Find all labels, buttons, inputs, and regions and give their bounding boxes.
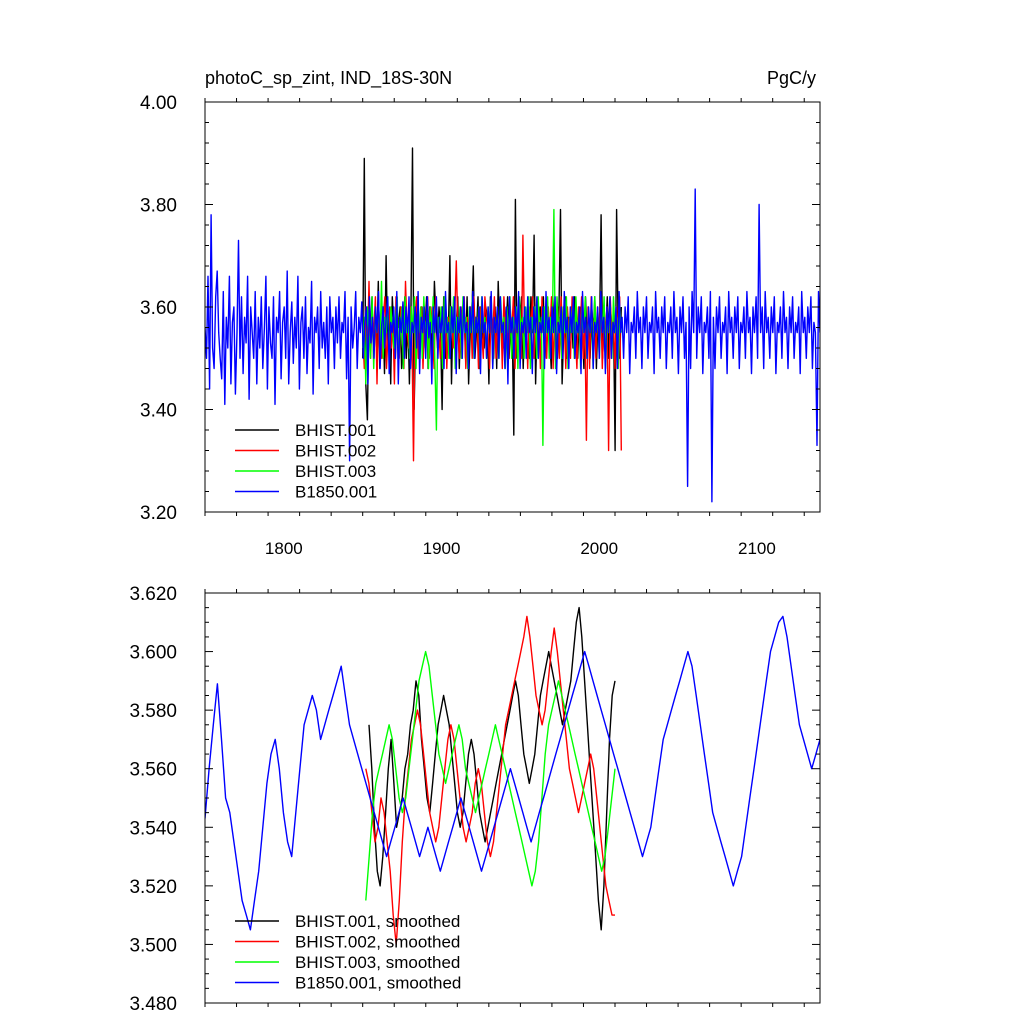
legend-label: BHIST.001 [295, 421, 376, 440]
x-tick-label: 2000 [580, 539, 618, 558]
y-tick-label: 3.80 [140, 196, 177, 217]
legend-label: B1850.001, smoothed [295, 974, 461, 993]
y-tick-label: 3.560 [129, 760, 177, 781]
y-tick-label: 3.540 [129, 818, 177, 839]
legend-label: B1850.001 [295, 483, 377, 502]
chart-title-left: photoC_sp_zint, IND_18S-30N [205, 68, 452, 89]
y-tick-label: 3.620 [129, 584, 177, 605]
series-group [205, 147, 820, 503]
y-tick-label: 3.500 [129, 935, 177, 956]
y-tick-label: 3.480 [129, 994, 177, 1015]
legend-label: BHIST.001, smoothed [295, 912, 460, 931]
x-tick-label: 1800 [265, 539, 303, 558]
y-tick-label: 3.20 [140, 503, 177, 524]
chart-panel-1: 1800 1900 2000 2100 3.20 3.40 3.60 3.80 4.00 phot… [140, 68, 821, 558]
series-line-4 [205, 615, 820, 931]
series-line-3 [365, 650, 616, 901]
y-tick-label: 3.580 [129, 701, 177, 722]
y-tick-label: 4.00 [140, 93, 177, 114]
legend: BHIST.001, smoothed BHIST.002, smoothedBH… [235, 912, 461, 993]
chart-panel-2: 3.480 3.500 3.520 3.540 3.560 3.580 3.600 3.620… [129, 584, 821, 1015]
y-tick-label: 3.520 [129, 877, 177, 898]
y-tick-label: 3.60 [140, 298, 177, 319]
legend-label: BHIST.003, smoothed [295, 953, 460, 972]
x-tick-label: 2100 [738, 539, 776, 558]
y-tick-label: 3.600 [129, 643, 177, 664]
y-tick-label: 3.40 [140, 401, 177, 422]
legend-label: BHIST.002 [295, 442, 376, 461]
x-tick-label: 1900 [423, 539, 461, 558]
legend-label: BHIST.002, smoothed [295, 933, 460, 952]
series-line-4 [205, 188, 820, 503]
series-group [205, 606, 820, 946]
legend-label: BHIST.003 [295, 462, 376, 481]
series-line-1 [368, 606, 616, 931]
chart-units-label: PgC/y [767, 68, 816, 88]
